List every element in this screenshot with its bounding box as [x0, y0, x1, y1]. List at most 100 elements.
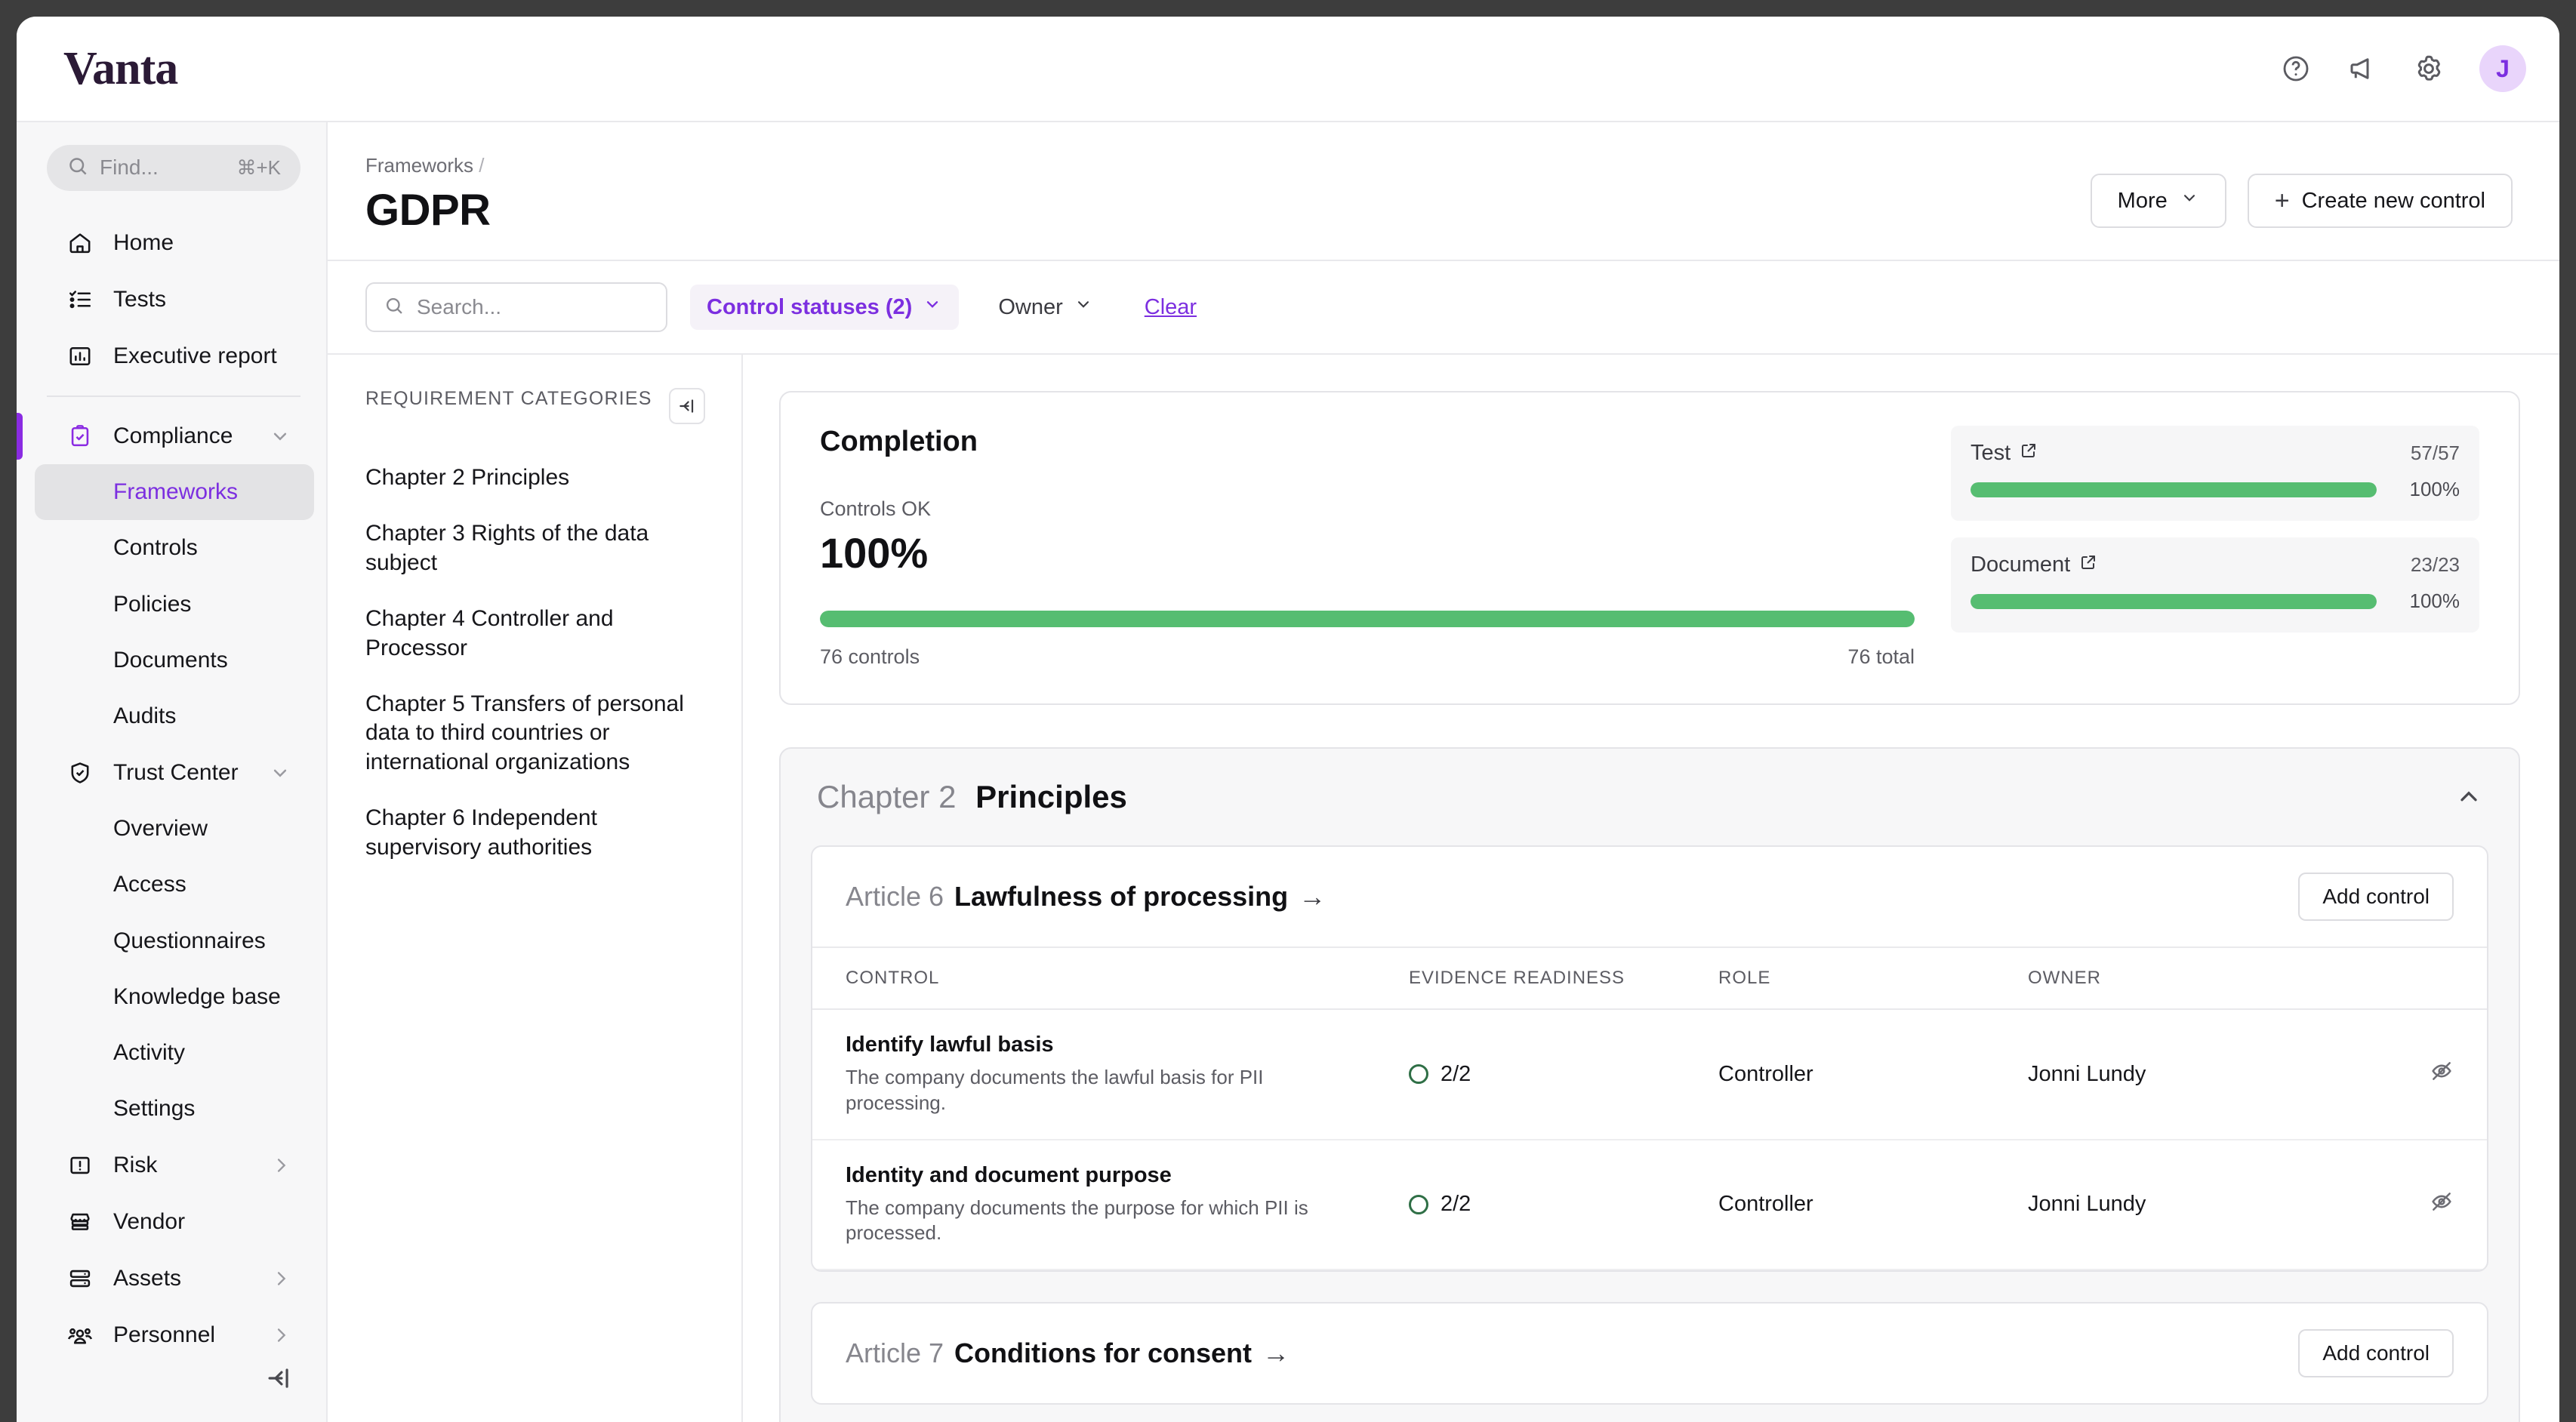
chapter-title: Chapter 2 Principles: [817, 779, 1127, 815]
sidebar: Find... ⌘+K Home: [17, 122, 328, 1422]
article-number: Article 6: [846, 881, 944, 912]
article-header: Article 6 Lawfulness of processing → Add…: [812, 847, 2487, 946]
search-icon: [66, 155, 89, 181]
chapter-name: Principles: [975, 779, 1127, 814]
eye-off-icon[interactable]: [2430, 1190, 2454, 1214]
sidebar-item-knowledge-base[interactable]: Knowledge base: [113, 983, 281, 1009]
column-header-owner: OWNER: [2028, 946, 2390, 1010]
sidebar-group-vendor[interactable]: Vendor: [35, 1193, 314, 1250]
completion-controls-count: 76 controls: [820, 645, 920, 668]
controls-table-body: Identify lawful basis The company docume…: [812, 1009, 2487, 1271]
plus-icon: +: [2274, 186, 2290, 215]
table-row[interactable]: Identify lawful basis The company docume…: [812, 1009, 2487, 1140]
eye-off-icon[interactable]: [2430, 1059, 2454, 1083]
document-link[interactable]: Document: [1971, 552, 2097, 577]
sidebar-item-policies[interactable]: Policies: [113, 591, 192, 617]
header-actions: More + Create new control: [2090, 154, 2513, 228]
table-row[interactable]: Identity and document purpose The compan…: [812, 1139, 2487, 1271]
document-progress-fill: [1971, 593, 2377, 609]
test-link[interactable]: Test: [1971, 441, 2038, 466]
document-card-header: Document 23/23: [1971, 552, 2460, 577]
evidence-readiness: 2/2: [1409, 1062, 1718, 1087]
category-item[interactable]: Chapter 3 Rights of the data subject: [365, 521, 649, 575]
document-percent: 100%: [2409, 589, 2460, 612]
arrow-right-icon: →: [1299, 881, 1327, 912]
sidebar-item-home[interactable]: Home: [35, 215, 314, 272]
category-item[interactable]: Chapter 4 Controller and Processor: [365, 606, 614, 660]
chapter-header[interactable]: Chapter 2 Principles: [781, 749, 2519, 845]
breadcrumb-frameworks[interactable]: Frameworks: [365, 154, 474, 177]
sidebar-item-activity[interactable]: Activity: [113, 1040, 186, 1066]
cell-evidence-readiness: 2/2: [1409, 1139, 1718, 1271]
document-count: 23/23: [2410, 553, 2460, 576]
sidebar-item-audits[interactable]: Audits: [113, 703, 177, 728]
sidebar-item-frameworks[interactable]: Frameworks: [35, 464, 314, 521]
collapse-categories-button[interactable]: [669, 388, 705, 424]
sidebar-group-label: Compliance: [113, 423, 233, 448]
gear-icon[interactable]: [2408, 48, 2449, 89]
categories-header: REQUIREMENT CATEGORIES: [365, 388, 705, 424]
create-new-control-button[interactable]: + Create new control: [2247, 174, 2513, 228]
vanta-logo[interactable]: Vanta: [63, 42, 178, 94]
category-item[interactable]: Chapter 6 Independent supervisory author…: [365, 805, 597, 860]
test-progress-bar: [1971, 482, 2377, 497]
sidebar-group-risk[interactable]: Risk: [35, 1137, 314, 1193]
sidebar-item-settings[interactable]: Settings: [113, 1096, 196, 1122]
control-statuses-filter[interactable]: Control statuses (2): [690, 285, 960, 330]
chevron-up-icon[interactable]: [2455, 783, 2482, 811]
sidebar-item-questionnaires[interactable]: Questionnaires: [113, 928, 266, 953]
add-control-button[interactable]: Add control: [2298, 873, 2454, 921]
test-percent: 100%: [2409, 478, 2460, 500]
article-card: Article 7 Conditions for consent → Add c…: [811, 1302, 2488, 1405]
owner-filter[interactable]: Owner: [981, 285, 1109, 330]
sidebar-item-overview[interactable]: Overview: [113, 816, 208, 842]
external-link-icon: [2079, 552, 2097, 577]
completion-progress-fill: [820, 611, 1915, 627]
completion-percent: 100%: [820, 529, 929, 577]
more-button[interactable]: More: [2090, 174, 2226, 228]
category-item[interactable]: Chapter 5 Transfers of personal data to …: [365, 691, 684, 774]
completion-minis: Test 57/57: [1951, 426, 2479, 669]
chapter-number: Chapter 2: [817, 779, 957, 814]
cell-control: Identify lawful basis The company docume…: [812, 1009, 1409, 1140]
search-input[interactable]: Search...: [365, 282, 667, 332]
controls-table-head: CONTROL EVIDENCE READINESS ROLE OWNER: [812, 946, 2487, 1010]
chevron-right-icon: [270, 1268, 291, 1289]
sidebar-item-documents[interactable]: Documents: [113, 647, 228, 673]
sidebar-group-label: Vendor: [113, 1209, 186, 1235]
sidebar-group-personnel[interactable]: Personnel: [35, 1307, 314, 1364]
sidebar-group-compliance[interactable]: Compliance: [17, 408, 314, 464]
control-description: The company documents the lawful basis f…: [846, 1066, 1264, 1114]
category-item[interactable]: Chapter 2 Principles: [365, 465, 570, 490]
article-title-link[interactable]: Article 6 Lawfulness of processing →: [846, 881, 1326, 913]
sidebar-group-trust-center[interactable]: Trust Center: [35, 744, 314, 801]
clear-filters-link[interactable]: Clear: [1144, 294, 1197, 319]
find-input[interactable]: Find... ⌘+K: [47, 145, 300, 191]
megaphone-icon[interactable]: [2342, 48, 2383, 89]
owner-label: Owner: [998, 294, 1063, 319]
add-control-button[interactable]: Add control: [2298, 1329, 2454, 1378]
people-icon: [65, 1322, 95, 1348]
chevron-right-icon: [270, 1155, 291, 1176]
help-icon[interactable]: [2276, 48, 2316, 89]
sidebar-item-tests[interactable]: Tests: [35, 272, 314, 328]
article-card: Article 6 Lawfulness of processing → Add…: [811, 845, 2488, 1273]
chevron-down-icon: [1074, 294, 1093, 320]
article-title-link[interactable]: Article 7 Conditions for consent →: [846, 1337, 1290, 1369]
collapse-sidebar-icon[interactable]: [264, 1364, 293, 1396]
external-link-icon: [2020, 441, 2038, 466]
sidebar-group-assets[interactable]: Assets: [35, 1251, 314, 1307]
sidebar-footer: [17, 1364, 326, 1422]
avatar[interactable]: J: [2479, 45, 2526, 92]
top-bar: Vanta J: [17, 17, 2559, 122]
sidebar-item-controls[interactable]: Controls: [113, 535, 198, 561]
sidebar-item-label: Tests: [113, 287, 167, 312]
article-name: Lawfulness of processing: [954, 881, 1289, 912]
content-row: REQUIREMENT CATEGORIES Chapter 2 Princip…: [328, 355, 2559, 1422]
evidence-count: 2/2: [1441, 1192, 1471, 1217]
sidebar-item-executive-report[interactable]: Executive report: [35, 328, 314, 385]
controls-ok-label: Controls OK: [820, 497, 932, 520]
sidebar-item-access[interactable]: Access: [113, 872, 186, 897]
completion-card: Completion Controls OK 100% 76 controls …: [779, 391, 2520, 705]
bar-chart-icon: [65, 343, 95, 369]
